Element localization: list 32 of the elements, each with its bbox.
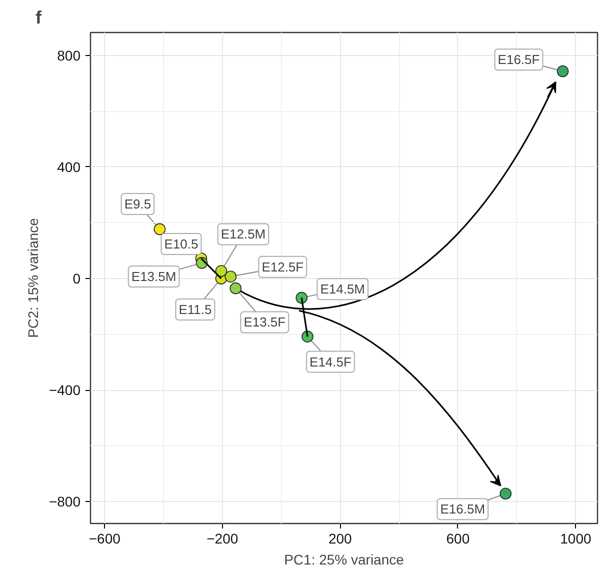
annotation: E13.5M <box>131 268 176 284</box>
annotation: E11.5 <box>178 302 212 318</box>
annotation: E14.5M <box>320 282 366 297</box>
annotation: E14.5F <box>310 354 352 370</box>
point <box>230 282 242 294</box>
point <box>556 65 569 78</box>
x-tick-label: −600 <box>88 530 121 546</box>
x-tick-label: 600 <box>446 530 470 546</box>
annotation: E12.5F <box>262 259 304 274</box>
y-tick-label: −800 <box>48 494 81 510</box>
annotation: E13.5F <box>244 314 286 330</box>
y-tick-label: 400 <box>57 158 81 175</box>
annotation: E16.5F <box>498 52 540 68</box>
y-tick-label: 800 <box>57 47 81 64</box>
x-tick-label: −200 <box>206 530 238 546</box>
x-axis-title: PC1: 25% variance <box>284 552 404 568</box>
chart-title: f <box>36 8 42 28</box>
annotation: E12.5M <box>220 226 266 242</box>
point <box>500 488 512 500</box>
y-axis-title: PC2: 15% variance <box>24 218 41 338</box>
x-tick-label: 200 <box>328 530 352 546</box>
x-tick-label: 1000 <box>560 530 592 546</box>
annotation: E16.5M <box>440 502 486 517</box>
point <box>224 270 237 282</box>
point <box>215 265 228 277</box>
annotation: E10.5 <box>164 236 198 252</box>
point <box>154 223 166 236</box>
y-tick-label: −400 <box>48 382 81 398</box>
point <box>296 292 308 304</box>
point <box>302 330 314 342</box>
y-tick-label: 0 <box>72 270 81 287</box>
annotation: E9.5 <box>124 196 152 212</box>
